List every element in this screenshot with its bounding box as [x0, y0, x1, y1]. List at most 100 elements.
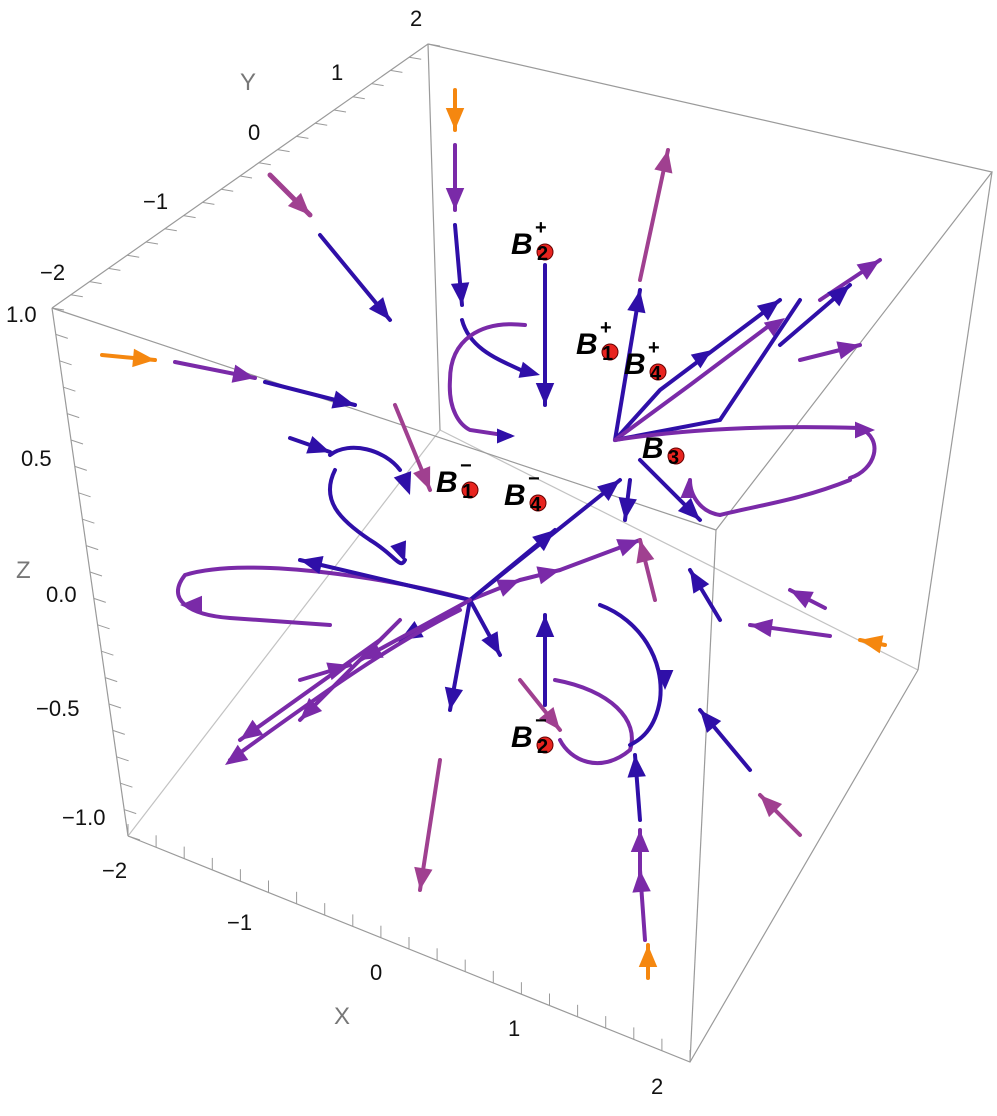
tick-mark [101, 650, 114, 656]
tick-mark [82, 518, 95, 524]
stream-arrowhead [656, 670, 674, 690]
tick-mark [277, 149, 290, 153]
streamline [328, 468, 407, 566]
stream-arrowhead [300, 556, 324, 575]
tick-mark [97, 624, 110, 630]
critical-point-superscript: + [600, 317, 612, 339]
critical-point-subscript: 3 [668, 447, 679, 469]
tick-mark [120, 782, 133, 788]
streamline [553, 678, 634, 766]
z-tick-label: −0.5 [36, 696, 79, 721]
z-tick-label: −1.0 [62, 805, 105, 830]
stream-arrowhead [326, 662, 350, 681]
tick-mark [55, 333, 68, 339]
tick-mark [333, 109, 347, 113]
critical-point-marker [649, 363, 667, 381]
stream-arrowhead [827, 285, 850, 307]
x-tick-label: −2 [102, 858, 127, 883]
streamline [613, 425, 877, 480]
critical-point-subscript: 1 [602, 343, 613, 365]
streamline [298, 558, 472, 602]
stream-arrowhead [132, 348, 155, 368]
critical-point-marker [461, 481, 479, 499]
critical-point-label: B [436, 466, 458, 499]
stream-arrowhead [444, 686, 464, 710]
critical-point-marker [529, 494, 547, 512]
stream-arrowhead [700, 710, 722, 733]
stream-arrowhead [414, 866, 433, 890]
tick-mark [202, 201, 215, 205]
critical-point-superscript: − [535, 710, 547, 732]
stream-arrowhead [836, 341, 860, 360]
stream-arrowhead [450, 282, 470, 305]
streamline [447, 322, 527, 438]
stream-arrowhead [750, 618, 774, 638]
stream-arrowhead [632, 870, 651, 893]
critical-point-label: B [511, 228, 533, 261]
stream-arrowhead [240, 719, 264, 740]
stream-arrowhead [597, 480, 620, 501]
critical-point-label: B [642, 432, 664, 465]
streamline [328, 445, 402, 472]
critical-point-subscript: 1 [462, 481, 473, 503]
stream-arrowhead [306, 436, 330, 454]
stream-arrowhead [445, 108, 465, 130]
tick-mark [124, 809, 137, 815]
tick-mark [239, 175, 253, 179]
streamline [598, 603, 663, 747]
stream-arrowhead [763, 318, 785, 337]
stream-arrowhead [390, 540, 407, 562]
critical-point-marker [601, 343, 619, 361]
tick-mark [51, 307, 65, 313]
tick-mark [63, 386, 76, 392]
tick-mark [296, 135, 309, 139]
tick-mark [315, 122, 328, 126]
critical-point-b2-minus: B 2 − [511, 710, 554, 758]
stream-arrowhead [756, 300, 780, 321]
tick-mark [89, 281, 102, 285]
tick-mark [70, 439, 84, 445]
stream-arrowhead [760, 795, 783, 818]
stream-arrowhead [636, 540, 655, 564]
streamlines [100, 88, 887, 980]
stream-arrowhead [413, 466, 431, 490]
bounding-box [51, 43, 994, 1063]
stream-arrowhead [856, 260, 880, 280]
critical-point-label: B [504, 479, 526, 512]
critical-point-b4-minus: B 4 − [504, 468, 547, 516]
tick-mark [108, 267, 121, 271]
streamline [238, 638, 382, 742]
stream-arrowhead [393, 471, 412, 495]
tick-mark [93, 597, 106, 603]
z-axis-label: Z [16, 557, 31, 584]
stream-arrowhead [518, 361, 540, 378]
critical-point-superscript: − [528, 468, 540, 490]
critical-point-superscript: + [648, 337, 660, 359]
y-tick-label: −1 [143, 189, 168, 214]
tick-mark [221, 188, 234, 192]
streamline [460, 318, 527, 374]
critical-point-subscript: 4 [530, 494, 542, 516]
stream-arrowhead [331, 390, 355, 409]
stream-arrowhead [532, 530, 555, 552]
critical-point-marker [536, 243, 554, 261]
tick-mark [89, 571, 103, 577]
stream-arrowhead [180, 595, 202, 615]
x-tick-label: 0 [370, 960, 382, 985]
stream-arrowhead [630, 830, 650, 852]
streamline [228, 608, 462, 762]
streamline [176, 565, 472, 627]
critical-point-subscript: 2 [537, 243, 548, 265]
critical-point-label: B [624, 348, 646, 381]
tick-mark [164, 228, 177, 232]
stream-arrowhead [300, 697, 323, 720]
streamline [613, 358, 702, 442]
y-tick-label: 1 [331, 60, 343, 85]
critical-point-label: B [511, 721, 533, 754]
z-tick-label: 1.0 [6, 302, 37, 327]
x-tick-label: −1 [227, 910, 252, 935]
stream-arrowhead [618, 497, 637, 520]
stream-arrowhead [445, 188, 465, 210]
stream-arrowhead [677, 497, 700, 520]
